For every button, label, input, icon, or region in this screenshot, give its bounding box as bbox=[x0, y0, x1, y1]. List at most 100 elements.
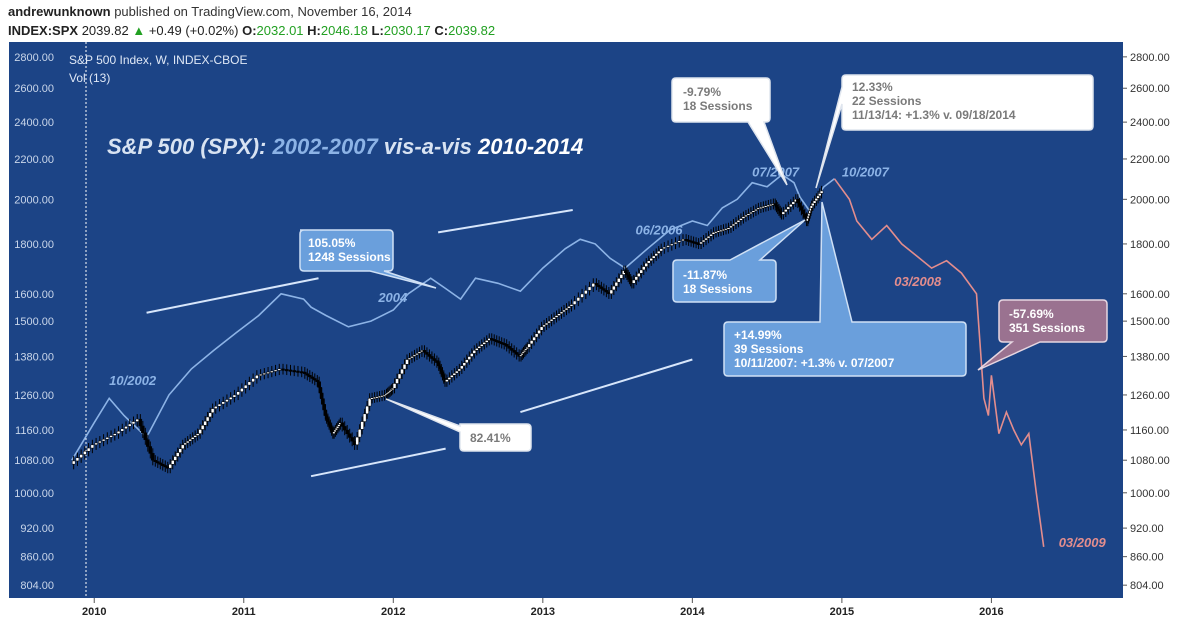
candle bbox=[646, 260, 651, 264]
candle bbox=[594, 283, 599, 286]
trend-line bbox=[520, 358, 693, 414]
candle bbox=[168, 463, 172, 469]
candle bbox=[741, 216, 746, 219]
candle bbox=[124, 426, 128, 430]
candle bbox=[281, 368, 285, 371]
y-tick-label-right: 2800.00 bbox=[1130, 52, 1170, 64]
candle bbox=[580, 293, 584, 298]
callout-text: -57.69% bbox=[1009, 307, 1054, 321]
candle bbox=[534, 333, 539, 338]
candle bbox=[120, 428, 125, 432]
candle bbox=[746, 213, 751, 216]
candle bbox=[310, 376, 315, 379]
candle bbox=[427, 354, 432, 357]
candle bbox=[151, 453, 155, 461]
candle bbox=[529, 340, 534, 345]
period-label: 06/2006 bbox=[636, 223, 684, 238]
candle bbox=[109, 435, 113, 438]
price-axis-panel[interactable] bbox=[1123, 42, 1184, 598]
candle bbox=[734, 221, 738, 225]
candle bbox=[666, 245, 670, 248]
candle bbox=[240, 388, 244, 392]
candle bbox=[673, 242, 678, 245]
candle bbox=[704, 237, 708, 241]
candle bbox=[749, 211, 753, 214]
candle bbox=[410, 356, 414, 359]
candle bbox=[190, 437, 195, 440]
callout-minus-11pct: -11.87% 18 Sessions bbox=[672, 219, 806, 303]
callout-text: 351 Sessions bbox=[1009, 321, 1085, 335]
candle bbox=[365, 405, 369, 415]
y-tick-label-right: 1260.00 bbox=[1130, 390, 1170, 402]
candle bbox=[217, 403, 222, 407]
y-tick-label-left: 2600.00 bbox=[14, 83, 54, 95]
candle bbox=[537, 329, 541, 334]
candle bbox=[221, 401, 225, 405]
candle bbox=[445, 379, 449, 382]
candle bbox=[729, 225, 733, 229]
candle bbox=[709, 234, 713, 237]
candle bbox=[799, 206, 804, 211]
candle bbox=[617, 278, 621, 283]
y-tick-label-left: 1600.00 bbox=[14, 289, 54, 301]
period-label: 10/2002 bbox=[109, 373, 157, 388]
candle bbox=[203, 420, 207, 426]
low-value: 2030.17 bbox=[383, 23, 431, 38]
candle bbox=[649, 258, 653, 262]
candle bbox=[415, 353, 419, 356]
y-tick-label-left: 860.00 bbox=[20, 552, 54, 564]
callout-105pct: 105.05% 1248 Sessions bbox=[299, 229, 437, 289]
candle bbox=[677, 240, 682, 243]
y-tick-label-right: 1160.00 bbox=[1130, 425, 1169, 437]
candle bbox=[591, 283, 596, 288]
candle bbox=[602, 288, 606, 291]
period-label: 10/2007 bbox=[842, 165, 890, 180]
candle bbox=[183, 442, 187, 446]
price-chart[interactable]: 10/2002 2004 06/2006 07/2007 10/2007 03/2008 0… bbox=[0, 42, 1184, 627]
candle bbox=[472, 350, 477, 354]
author-name[interactable]: andrewunknown bbox=[8, 4, 111, 19]
candle bbox=[138, 418, 143, 427]
candle bbox=[173, 456, 177, 461]
candle bbox=[285, 369, 289, 372]
candle bbox=[228, 396, 233, 400]
candle bbox=[127, 423, 132, 427]
candle bbox=[542, 324, 546, 328]
candle bbox=[163, 465, 168, 468]
callout-text: 105.05% bbox=[308, 236, 356, 250]
time-axis-panel[interactable] bbox=[0, 598, 1184, 627]
x-tick-label: 2012 bbox=[381, 606, 405, 618]
candle bbox=[158, 462, 163, 465]
candle bbox=[552, 317, 556, 320]
trend-line bbox=[437, 209, 573, 234]
callout-minus-57pct: -57.69% 351 Sessions bbox=[977, 299, 1108, 371]
chart-area[interactable]: 10/2002 2004 06/2006 07/2007 10/2007 03/2008 0… bbox=[0, 42, 1184, 627]
y-tick-label-right: 1080.00 bbox=[1130, 455, 1170, 467]
callout-text: 22 Sessions bbox=[852, 94, 922, 108]
candle bbox=[357, 429, 362, 438]
candle bbox=[818, 193, 822, 197]
candle bbox=[405, 359, 409, 365]
candle bbox=[465, 359, 469, 363]
candle bbox=[270, 370, 274, 373]
candle bbox=[299, 371, 304, 374]
candle bbox=[146, 439, 150, 447]
candle bbox=[262, 372, 267, 375]
callout-text: +14.99% bbox=[734, 328, 782, 342]
candle bbox=[422, 350, 427, 353]
candle bbox=[651, 255, 656, 259]
candle bbox=[198, 429, 202, 434]
x-tick-label: 2010 bbox=[82, 606, 106, 618]
candle bbox=[803, 213, 807, 218]
candle bbox=[507, 346, 511, 349]
candle bbox=[597, 284, 601, 288]
candle bbox=[514, 352, 519, 355]
candle bbox=[572, 300, 577, 305]
candle bbox=[205, 416, 210, 422]
candle bbox=[819, 190, 824, 194]
candle bbox=[347, 433, 352, 438]
trend-line bbox=[146, 277, 319, 314]
callout-text: -9.79% bbox=[683, 85, 721, 99]
y-tick-label-right: 920.00 bbox=[1130, 523, 1164, 535]
candle bbox=[170, 460, 175, 465]
